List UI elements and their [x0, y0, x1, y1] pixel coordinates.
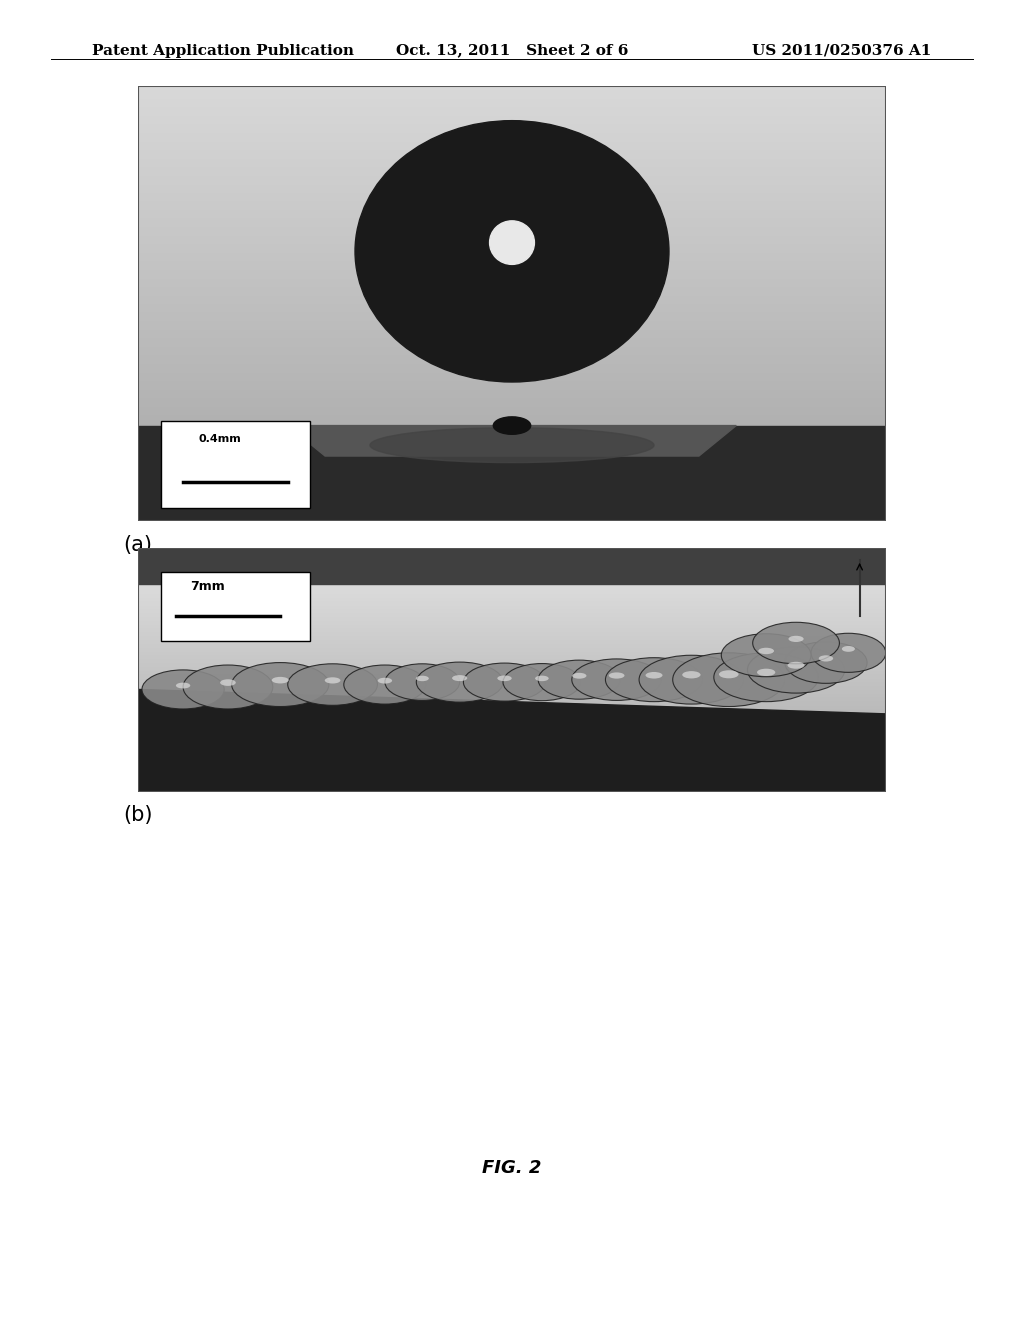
Ellipse shape: [719, 671, 738, 678]
Ellipse shape: [539, 660, 621, 700]
Ellipse shape: [609, 672, 625, 678]
Ellipse shape: [714, 653, 818, 702]
Ellipse shape: [271, 677, 289, 684]
Text: (a): (a): [123, 535, 152, 554]
Ellipse shape: [452, 675, 467, 681]
Ellipse shape: [378, 677, 392, 684]
Ellipse shape: [464, 663, 546, 701]
Ellipse shape: [370, 428, 654, 462]
Ellipse shape: [757, 669, 775, 676]
Ellipse shape: [645, 672, 663, 678]
Ellipse shape: [417, 663, 503, 702]
Ellipse shape: [819, 655, 834, 661]
Ellipse shape: [759, 648, 774, 655]
Ellipse shape: [753, 622, 840, 664]
Ellipse shape: [721, 634, 811, 677]
Ellipse shape: [673, 653, 784, 706]
Text: US 2011/0250376 A1: US 2011/0250376 A1: [753, 44, 932, 58]
Text: 0.4mm: 0.4mm: [198, 434, 241, 445]
Ellipse shape: [571, 659, 662, 701]
Ellipse shape: [787, 661, 805, 669]
Text: 7mm: 7mm: [190, 579, 225, 593]
Ellipse shape: [784, 642, 867, 684]
Ellipse shape: [536, 676, 549, 681]
Text: Patent Application Publication: Patent Application Publication: [92, 44, 354, 58]
Ellipse shape: [605, 657, 702, 702]
Ellipse shape: [842, 645, 855, 652]
Ellipse shape: [639, 655, 743, 704]
Ellipse shape: [288, 664, 378, 705]
Text: FIG. 2: FIG. 2: [482, 1159, 542, 1177]
Ellipse shape: [344, 665, 426, 704]
Ellipse shape: [355, 120, 669, 381]
Ellipse shape: [811, 634, 886, 672]
Ellipse shape: [142, 671, 224, 709]
FancyBboxPatch shape: [161, 421, 310, 508]
Ellipse shape: [498, 676, 512, 681]
Ellipse shape: [416, 676, 429, 681]
Ellipse shape: [682, 671, 700, 678]
Ellipse shape: [176, 682, 190, 689]
Polygon shape: [138, 548, 886, 585]
Text: (b): (b): [123, 805, 153, 825]
Polygon shape: [138, 689, 886, 792]
FancyBboxPatch shape: [161, 573, 310, 640]
Polygon shape: [138, 425, 886, 521]
Ellipse shape: [183, 665, 272, 709]
Ellipse shape: [572, 673, 587, 678]
Polygon shape: [288, 425, 736, 455]
Ellipse shape: [494, 417, 530, 434]
Ellipse shape: [385, 664, 460, 701]
Ellipse shape: [788, 636, 804, 642]
Ellipse shape: [231, 663, 329, 706]
Ellipse shape: [503, 664, 581, 701]
Text: Oct. 13, 2011   Sheet 2 of 6: Oct. 13, 2011 Sheet 2 of 6: [396, 44, 628, 58]
Ellipse shape: [489, 220, 535, 264]
Ellipse shape: [748, 647, 845, 693]
Ellipse shape: [325, 677, 340, 684]
Ellipse shape: [220, 680, 236, 686]
